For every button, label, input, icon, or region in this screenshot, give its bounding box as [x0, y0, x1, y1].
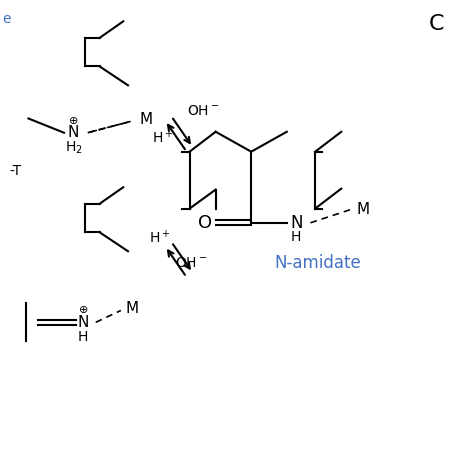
Text: C: C	[428, 14, 444, 34]
Text: N: N	[290, 214, 302, 232]
Text: H$^+$: H$^+$	[152, 129, 173, 146]
Text: OH$^-$: OH$^-$	[175, 256, 208, 270]
Text: M: M	[140, 112, 153, 127]
Text: M: M	[126, 301, 139, 316]
Text: OH$^-$: OH$^-$	[187, 104, 220, 118]
Text: O: O	[198, 214, 212, 232]
Text: N: N	[68, 125, 79, 140]
Text: e: e	[2, 12, 11, 26]
Text: $\oplus$: $\oplus$	[68, 115, 79, 127]
Text: $\oplus$: $\oplus$	[78, 303, 88, 315]
Text: N: N	[77, 315, 89, 330]
Text: H$^+$: H$^+$	[149, 229, 171, 246]
Text: H: H	[78, 330, 88, 345]
Text: H$_2$: H$_2$	[64, 140, 82, 156]
Text: -T: -T	[9, 164, 22, 178]
Text: H: H	[291, 230, 301, 244]
Text: N-amidate: N-amidate	[274, 254, 361, 272]
Text: M: M	[356, 202, 370, 217]
